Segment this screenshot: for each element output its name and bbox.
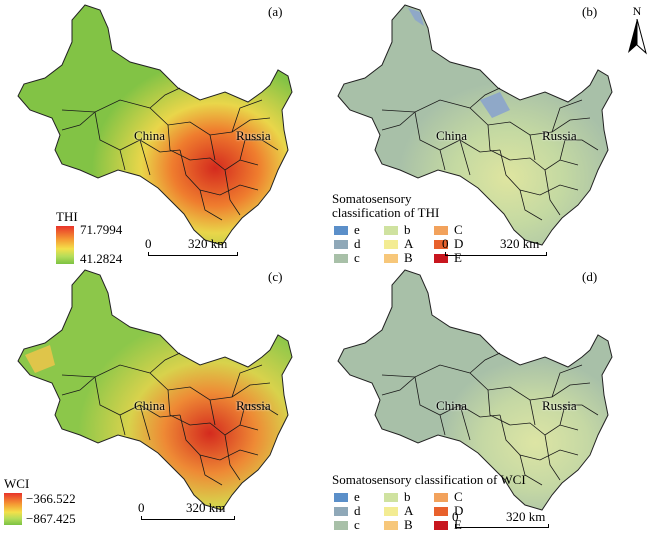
legend-title: WCI — [4, 476, 30, 491]
scale-zero: 0 — [442, 236, 449, 251]
legend-title: Somatosensory classification of WCI — [332, 472, 526, 487]
class-E: E — [434, 250, 484, 265]
scale-distance: 320 km — [500, 236, 540, 251]
swatch — [384, 520, 398, 530]
class-A: A — [384, 236, 434, 251]
panel-label: (d) — [582, 269, 598, 284]
class-B: B — [384, 250, 434, 265]
legend-max: 71.7994 — [80, 222, 123, 237]
class-b: b — [384, 489, 434, 504]
panel-label: (c) — [268, 269, 283, 284]
china-label: China — [436, 398, 468, 413]
swatch — [434, 506, 448, 516]
class-d: d — [334, 503, 384, 518]
swatch — [384, 506, 398, 516]
class-e: e — [334, 222, 384, 237]
swatch — [434, 239, 448, 249]
legend-max: −366.522 — [26, 491, 76, 506]
panel-c: (c) China Russia WCI −366.522 −867.425 0… — [0, 265, 325, 529]
north-arrow-icon — [628, 18, 647, 55]
scale-bar — [148, 252, 238, 256]
class-c: c — [334, 517, 384, 532]
legend-title: THI — [56, 209, 78, 224]
class-C: C — [434, 222, 484, 237]
class-e: e — [334, 489, 384, 504]
legend-title-line2: classification of THI — [332, 205, 440, 220]
class-d: d — [334, 236, 384, 251]
swatch — [434, 520, 448, 530]
scale-zero: 0 — [138, 500, 145, 515]
swatch — [334, 239, 348, 249]
scale-zero: 0 — [145, 236, 152, 251]
scale-bar — [455, 524, 549, 528]
class-legend: e b C d A D c B E — [334, 489, 484, 532]
class-D: D — [434, 236, 484, 251]
russia-label: Russia — [236, 128, 271, 143]
class-B: B — [384, 517, 434, 532]
scale-distance: 320 km — [188, 236, 228, 251]
class-b: b — [384, 222, 434, 237]
swatch — [334, 492, 348, 502]
thi-class-map — [337, 4, 613, 246]
china-label: China — [436, 128, 468, 143]
scale-bar — [445, 252, 547, 256]
legend-gradient — [4, 493, 22, 525]
class-legend: e b C d A D c B E — [334, 222, 484, 265]
swatch — [334, 225, 348, 235]
china-label: China — [134, 398, 166, 413]
scale-bar — [141, 516, 235, 520]
swatch — [384, 492, 398, 502]
swatch — [384, 225, 398, 235]
swatch — [434, 253, 448, 263]
north-label: N — [632, 4, 642, 18]
class-D: D — [434, 503, 484, 518]
swatch — [384, 253, 398, 263]
swatch — [334, 506, 348, 516]
swatch — [334, 253, 348, 263]
russia-label: Russia — [236, 398, 271, 413]
north-arrow: N — [626, 4, 648, 60]
wci-map — [17, 269, 293, 511]
russia-label: Russia — [542, 128, 577, 143]
legend-title-line1: Somatosensory — [332, 191, 412, 206]
panel-b: (b) China Russia Somatosensory classific… — [320, 0, 645, 265]
panel-label: (a) — [268, 4, 283, 19]
class-E: E — [434, 517, 484, 532]
swatch — [384, 239, 398, 249]
scale-distance: 320 km — [506, 509, 546, 524]
wci-class-map — [337, 269, 613, 511]
swatch — [434, 492, 448, 502]
legend-min: 41.2824 — [80, 251, 123, 266]
class-A: A — [384, 503, 434, 518]
scale-distance: 320 km — [186, 500, 226, 515]
swatch — [434, 225, 448, 235]
legend-min: −867.425 — [26, 511, 76, 526]
china-label: China — [134, 128, 166, 143]
scale-zero: 0 — [452, 509, 459, 524]
class-C: C — [434, 489, 484, 504]
panel-a: (a) China Russia THI 71.7994 41.2824 0 3… — [0, 0, 325, 266]
panel-label: (b) — [582, 4, 598, 19]
swatch — [334, 520, 348, 530]
class-c: c — [334, 250, 384, 265]
russia-label: Russia — [542, 398, 577, 413]
panel-d: (d) China Russia Somatosensory classific… — [320, 265, 645, 532]
legend-gradient — [56, 226, 74, 264]
